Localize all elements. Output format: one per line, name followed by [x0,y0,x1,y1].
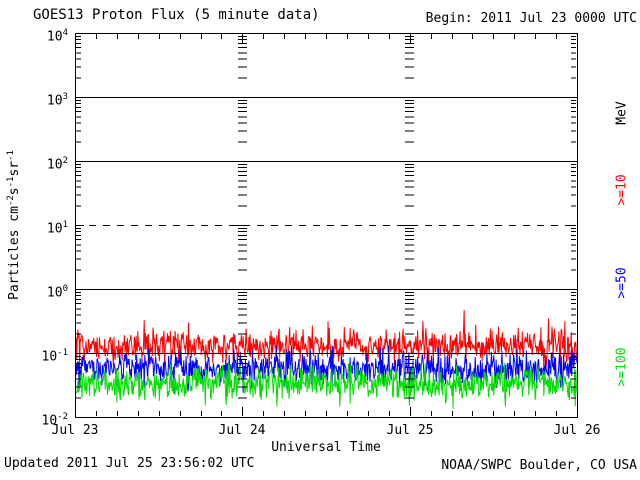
updated-timestamp: Updated 2011 Jul 25 23:56:02 UTC [4,456,255,471]
source-credit: NOAA/SWPC Boulder, CO USA [441,458,637,473]
x-tick-jul23: Jul 23 [51,423,99,438]
y-axis-label: Particles cm-2s-1sr-1 [5,150,23,300]
chart-title: GOES13 Proton Flux (5 minute data) [33,7,320,23]
legend-unit: MeV [614,101,630,125]
y-tick-1e1: 101 [46,220,68,237]
y-tick-1e-2: 10-2 [41,412,69,429]
y-tick-1e0: 100 [46,284,68,301]
legend-ge10: >=10 [614,174,630,206]
y-tick-1e-1: 10-1 [41,348,69,365]
y-tick-1e4: 104 [46,28,68,45]
legend-ge100: >=100 [614,347,630,387]
legend-ge50: >=50 [614,267,630,299]
x-tick-jul24: Jul 24 [218,423,266,438]
x-axis-label: Universal Time [271,440,381,455]
x-tick-jul26: Jul 26 [553,423,601,438]
y-tick-1e2: 102 [46,156,68,173]
plot-area [75,33,578,418]
x-tick-jul25: Jul 25 [386,423,434,438]
begin-timestamp: Begin: 2011 Jul 23 0000 UTC [425,11,637,26]
y-tick-1e3: 103 [46,92,68,109]
